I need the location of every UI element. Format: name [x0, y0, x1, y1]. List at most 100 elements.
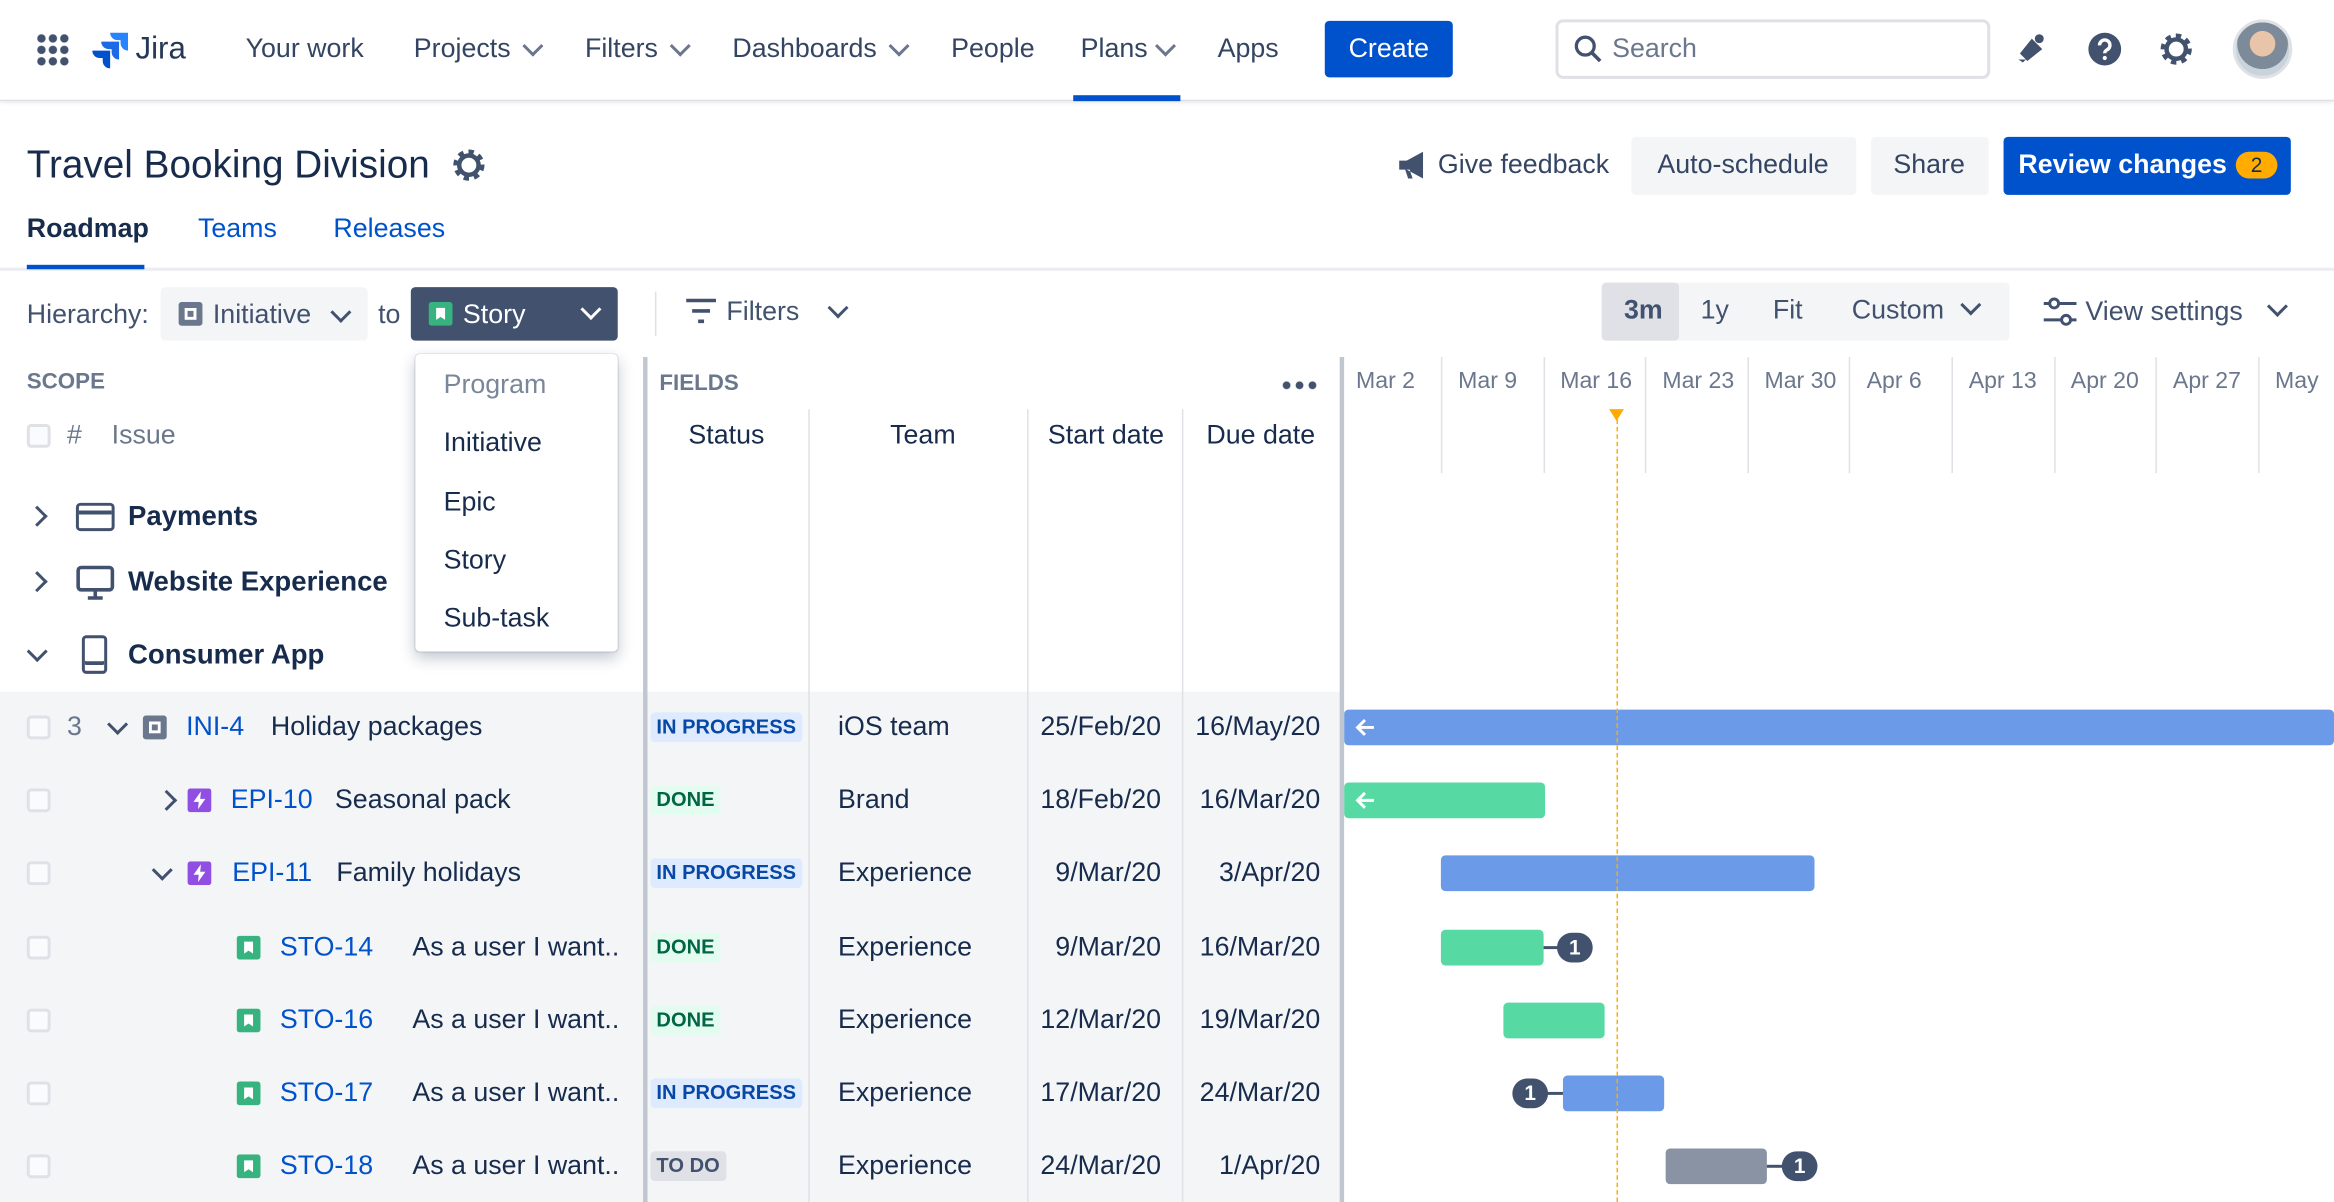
give-feedback[interactable]: Give feedback [1437, 149, 1610, 179]
icon-path [244, 1087, 254, 1100]
fields-title: FIELDS [659, 370, 739, 396]
issue-key[interactable]: STO-16 [279, 1004, 374, 1035]
issue-key[interactable]: STO-17 [279, 1077, 374, 1108]
icon-path [244, 1014, 254, 1027]
column-divider [1027, 409, 1029, 1202]
story-icon [428, 301, 453, 326]
checkbox[interactable] [26, 423, 51, 448]
dependency-badge[interactable] [1781, 1151, 1818, 1182]
issue-key[interactable]: EPI-11 [232, 857, 313, 887]
icon-svg [686, 298, 716, 324]
issue-summary: As a user I want.. [412, 931, 620, 962]
range-option[interactable]: 1y [1700, 294, 1729, 325]
view-settings-button[interactable]: View settings [2085, 296, 2243, 327]
search-box[interactable] [1555, 19, 1991, 79]
icon-svg [236, 1081, 261, 1106]
share-button[interactable] [1871, 136, 1989, 195]
auto-schedule-label: Auto-schedule [1657, 149, 1829, 179]
product-name: Jira [135, 31, 186, 67]
phone-icon [81, 635, 108, 674]
nav-item[interactable]: Filters [584, 33, 658, 63]
range-option[interactable]: 3m [1623, 294, 1663, 325]
timeline-bar[interactable] [1665, 1148, 1767, 1185]
dependency-badge[interactable] [1512, 1078, 1549, 1109]
nav-item[interactable]: Plans [1080, 33, 1148, 63]
fields-timeline-divider [1339, 357, 1345, 1202]
to-label: to [378, 299, 401, 330]
group-name[interactable]: Consumer App [128, 638, 325, 670]
nav-item[interactable]: Dashboards [732, 33, 877, 63]
issue-key[interactable]: STO-18 [279, 1150, 374, 1180]
offscreen-arrow [1355, 717, 1376, 738]
epic-icon [187, 788, 212, 813]
checkbox[interactable] [26, 1081, 51, 1106]
group-name[interactable]: Website Experience [128, 565, 388, 597]
icon-svg [76, 565, 115, 600]
tab[interactable]: Releases [333, 213, 446, 243]
nav-item[interactable]: Projects [413, 33, 511, 63]
issue-key[interactable]: EPI-10 [230, 784, 313, 815]
timeline-bar[interactable] [1440, 929, 1544, 966]
hash-header: # [66, 419, 82, 450]
icon-path [2097, 38, 2112, 54]
dropdown-option[interactable]: Story [443, 544, 507, 575]
checkbox[interactable] [26, 1154, 51, 1179]
dropdown-option[interactable]: Initiative [443, 427, 542, 458]
status-lozenge: DONE [650, 785, 721, 816]
icon-svg [1574, 35, 1602, 63]
app-switcher[interactable] [35, 32, 70, 67]
icon-path [101, 41, 120, 60]
timeline-bar[interactable] [1344, 782, 1546, 819]
nav-item[interactable]: Your work [245, 33, 364, 63]
create-button[interactable] [1324, 20, 1453, 78]
column-header: Team [890, 419, 956, 450]
range-option[interactable]: Custom [1851, 294, 1945, 325]
tab[interactable]: Roadmap [26, 213, 149, 243]
icon-circle [2102, 55, 2107, 61]
timeline-bar[interactable] [1562, 1075, 1665, 1112]
icon-circle [2164, 37, 2189, 61]
offscreen-arrow [1355, 790, 1376, 811]
icon-path [193, 864, 206, 883]
team: Experience [838, 1077, 973, 1108]
timeline-bar[interactable] [1440, 855, 1815, 892]
checkbox[interactable] [26, 715, 51, 740]
icon-path [193, 791, 206, 810]
checkbox[interactable] [26, 1008, 51, 1033]
issue-summary: As a user I want.. [412, 1004, 620, 1035]
start-date: 12/Mar/20 [1040, 1004, 1162, 1035]
nav-item[interactable]: Apps [1217, 33, 1279, 63]
group-name[interactable]: Payments [128, 499, 259, 531]
start-date: 25/Feb/20 [1040, 711, 1162, 742]
icon-svg [236, 1154, 261, 1179]
issue-key[interactable]: INI-4 [186, 711, 245, 742]
auto-schedule-button[interactable] [1631, 136, 1857, 195]
dropdown-option[interactable]: Epic [443, 486, 496, 516]
issue-summary: Holiday packages [270, 711, 483, 742]
dependency-badge[interactable] [1556, 932, 1593, 963]
icon-path [686, 298, 716, 324]
create-label: Create [1348, 33, 1430, 63]
checkbox[interactable] [26, 788, 51, 813]
timeline-bar[interactable] [1344, 709, 2334, 746]
icon-circle [2048, 297, 2061, 310]
nav-item[interactable]: People [951, 33, 1035, 63]
tab[interactable]: Teams [197, 213, 277, 243]
range-option[interactable]: Fit [1772, 294, 1803, 325]
hierarchy-to: Story [462, 299, 526, 330]
filters-button[interactable]: Filters [726, 296, 800, 327]
avatar[interactable] [2232, 19, 2293, 79]
issue-key[interactable]: STO-14 [279, 931, 374, 962]
tabs-divider [0, 267, 2334, 271]
status-lozenge: IN PROGRESS [650, 858, 802, 889]
timeline-bar[interactable] [1503, 1002, 1605, 1039]
icon-path [244, 1160, 254, 1173]
icon-svg [2018, 34, 2044, 63]
checkbox[interactable] [26, 935, 51, 960]
timeline-divider [2257, 357, 2260, 474]
more-actions[interactable] [1280, 380, 1319, 390]
checkbox[interactable] [26, 861, 51, 886]
toolbar-separator [654, 291, 657, 337]
dropdown-option[interactable]: Sub-task [443, 603, 550, 633]
story-icon [236, 1008, 261, 1033]
